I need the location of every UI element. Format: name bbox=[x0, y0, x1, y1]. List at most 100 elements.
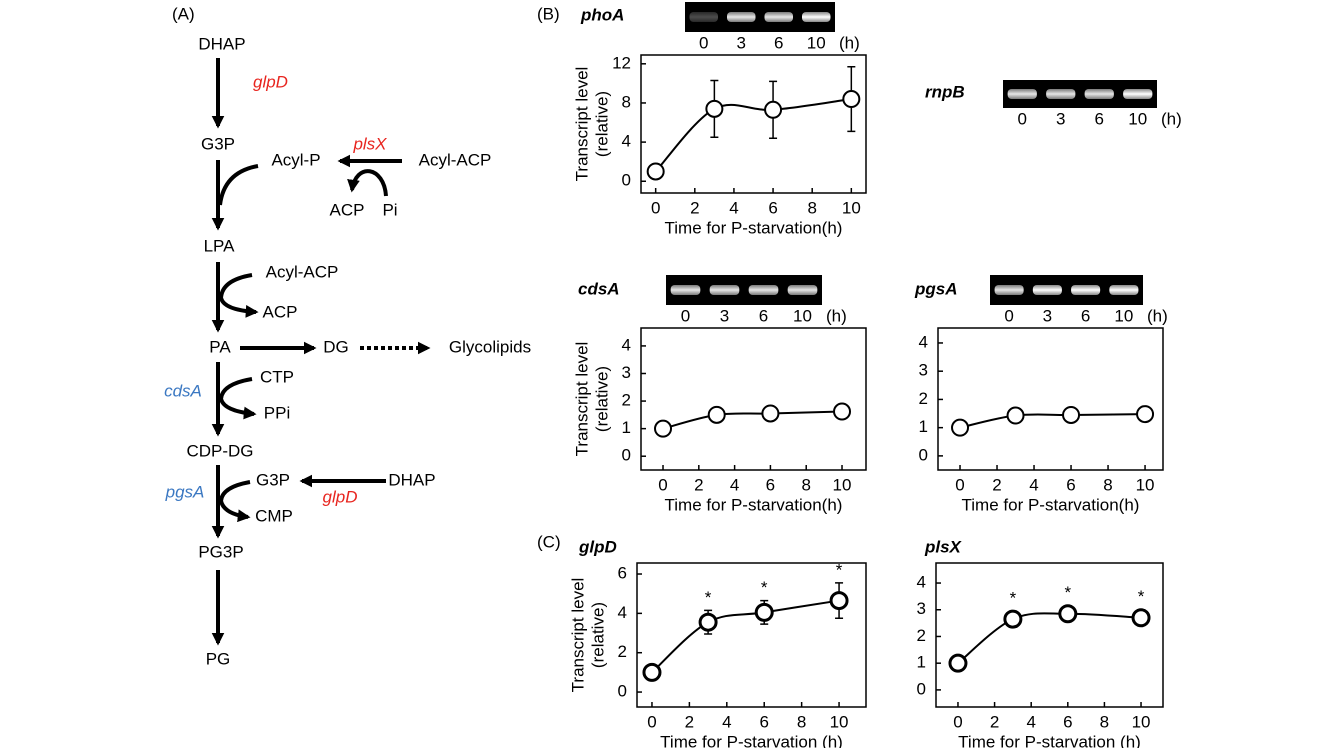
y-tick-label: 2 bbox=[622, 391, 631, 410]
data-point bbox=[829, 591, 849, 611]
gel-band bbox=[994, 285, 1024, 295]
node: LPA bbox=[204, 236, 236, 255]
x-tick-label: 0 bbox=[658, 475, 667, 494]
gel-band bbox=[787, 285, 818, 295]
lane-label: 6 bbox=[759, 306, 768, 325]
gel-title: phoA bbox=[580, 5, 624, 24]
x-tick-label: 0 bbox=[651, 198, 660, 217]
data-point bbox=[1136, 405, 1155, 424]
data-point bbox=[764, 100, 783, 119]
y-tick-label: 0 bbox=[622, 171, 631, 190]
metabolite: ACP bbox=[263, 302, 298, 321]
metabolite: CTP bbox=[260, 367, 294, 386]
x-tick-label: 4 bbox=[722, 712, 731, 731]
x-tick-label: 0 bbox=[955, 475, 964, 494]
data-point bbox=[754, 602, 774, 622]
metabolite: Acyl-P bbox=[271, 150, 320, 169]
x-axis-label: Time for P-starvation(h) bbox=[665, 495, 843, 514]
x-tick-label: 2 bbox=[690, 198, 699, 217]
lane-label: 10 bbox=[1128, 109, 1147, 128]
significance: * bbox=[705, 588, 712, 607]
y-tick-label: 2 bbox=[917, 626, 926, 645]
gel-band bbox=[764, 12, 793, 22]
x-tick-label: 0 bbox=[953, 712, 962, 731]
metabolite: Pi bbox=[382, 200, 397, 219]
y-tick-label: 4 bbox=[919, 332, 928, 351]
x-tick-label: 4 bbox=[730, 475, 739, 494]
plot-frame bbox=[937, 327, 1164, 471]
gel-unit: (h) bbox=[1147, 306, 1168, 325]
lane-label: 3 bbox=[1043, 306, 1052, 325]
pathway: DHAP G3P LPA PA CDP-DG PG3P PG glpD Acyl… bbox=[164, 34, 531, 668]
data-point bbox=[1058, 604, 1078, 624]
lane-label: 0 bbox=[1004, 306, 1013, 325]
x-tick-label: 8 bbox=[807, 198, 816, 217]
x-tick-label: 2 bbox=[685, 712, 694, 731]
data-point bbox=[761, 404, 780, 423]
lane-label: 6 bbox=[774, 33, 783, 52]
x-axis-label: Time for P-starvation (h) bbox=[958, 732, 1141, 748]
x-tick-label: 10 bbox=[842, 198, 861, 217]
significance: * bbox=[1064, 583, 1071, 602]
lane-label: 10 bbox=[793, 306, 812, 325]
data-point bbox=[646, 162, 665, 181]
x-tick-label: 10 bbox=[1132, 712, 1151, 731]
gel-title: cdsA bbox=[578, 279, 620, 298]
x-tick-label: 2 bbox=[990, 712, 999, 731]
y-tick-label: 0 bbox=[919, 445, 928, 464]
y-axis-label: (relative) bbox=[588, 602, 607, 668]
y-tick-label: 4 bbox=[622, 132, 631, 151]
y-tick-label: 0 bbox=[917, 679, 926, 698]
enzyme: glpD bbox=[253, 72, 288, 91]
gel-band bbox=[1046, 89, 1076, 99]
data-point bbox=[1131, 608, 1151, 628]
gel-band bbox=[802, 12, 831, 22]
metabolite: ACP bbox=[330, 200, 365, 219]
panel-label: (A) bbox=[172, 4, 195, 23]
x-tick-label: 2 bbox=[694, 475, 703, 494]
lane-label: 6 bbox=[1081, 306, 1090, 325]
x-tick-label: 2 bbox=[992, 475, 1001, 494]
arrow bbox=[218, 480, 251, 523]
y-tick-label: 2 bbox=[618, 642, 627, 661]
y-tick-label: 1 bbox=[917, 653, 926, 672]
y-tick-label: 1 bbox=[919, 417, 928, 436]
gel-band bbox=[1109, 285, 1139, 295]
gel-band bbox=[709, 285, 740, 295]
y-tick-label: 0 bbox=[618, 682, 627, 701]
x-tick-label: 10 bbox=[833, 475, 852, 494]
gel-band bbox=[1007, 89, 1037, 99]
lane-label: 3 bbox=[720, 306, 729, 325]
node: PG3P bbox=[198, 542, 243, 561]
x-axis-label: Time for P-starvation(h) bbox=[665, 218, 843, 237]
x-tick-label: 6 bbox=[768, 198, 777, 217]
data-point bbox=[842, 90, 861, 109]
x-tick-label: 10 bbox=[830, 712, 849, 731]
gel-band bbox=[670, 285, 701, 295]
plot-frame bbox=[935, 562, 1164, 708]
data-point bbox=[707, 405, 726, 424]
y-tick-label: 4 bbox=[618, 603, 627, 622]
x-tick-label: 6 bbox=[1063, 712, 1072, 731]
y-axis-label: (relative) bbox=[592, 91, 611, 157]
significance: * bbox=[1138, 587, 1145, 606]
y-tick-label: 1 bbox=[622, 418, 631, 437]
significance: * bbox=[1010, 589, 1017, 608]
data-line bbox=[662, 410, 843, 430]
plot-frame bbox=[640, 54, 867, 194]
metabolite: CMP bbox=[255, 506, 293, 525]
chart-title: plsX bbox=[924, 537, 963, 556]
y-tick-label: 6 bbox=[618, 564, 627, 583]
data-point bbox=[1006, 406, 1025, 425]
data-line bbox=[654, 98, 852, 173]
y-tick-label: 4 bbox=[917, 573, 926, 592]
metabolite: Acyl-ACP bbox=[266, 262, 339, 281]
data-line bbox=[959, 413, 1146, 429]
y-tick-label: 3 bbox=[919, 361, 928, 380]
y-tick-label: 3 bbox=[917, 599, 926, 618]
plot-frame bbox=[640, 327, 867, 471]
x-tick-label: 4 bbox=[1026, 712, 1035, 731]
